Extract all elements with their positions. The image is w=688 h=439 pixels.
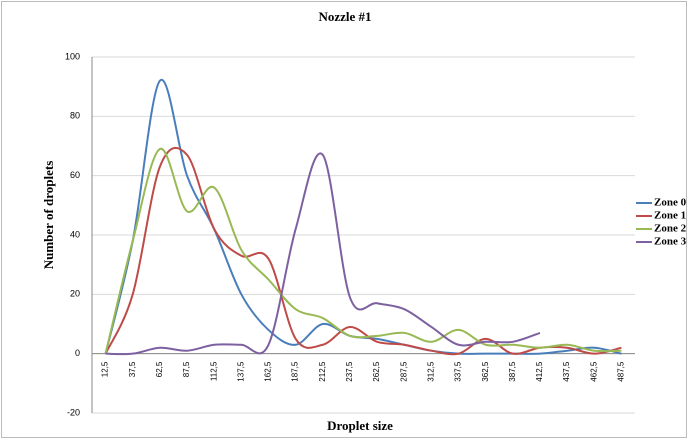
legend-label: Zone 1 <box>654 210 686 222</box>
y-tick-label: 0 <box>75 348 80 358</box>
x-tick-label: 87,5 <box>182 361 191 377</box>
x-tick-label: 262,5 <box>372 361 381 382</box>
x-tick-label: 62,5 <box>155 361 164 377</box>
chart-title: Nozzle #1 <box>318 9 371 24</box>
x-tick-label: 487,5 <box>617 361 626 382</box>
x-tick-label: 37,5 <box>128 361 137 377</box>
x-tick-label: 412,5 <box>535 361 544 382</box>
y-tick-label: 40 <box>70 229 80 239</box>
x-tick-label: 312,5 <box>426 361 435 382</box>
x-tick-label: 212,5 <box>318 361 327 382</box>
y-axis-label: Number of droplets <box>41 161 56 270</box>
y-tick-label: 100 <box>65 51 80 61</box>
x-tick-label: 387,5 <box>508 361 517 382</box>
x-tick-label: 287,5 <box>399 361 408 382</box>
legend-label: Zone 2 <box>654 223 687 235</box>
x-tick-label: 462,5 <box>589 361 598 382</box>
x-tick-label: 162,5 <box>264 361 273 382</box>
legend-label: Zone 3 <box>654 236 687 248</box>
y-tick-label: -20 <box>67 407 80 417</box>
x-tick-label: 362,5 <box>481 361 490 382</box>
y-tick-label: 20 <box>70 289 80 299</box>
series-line <box>104 147 622 354</box>
x-tick-label: 187,5 <box>291 361 300 382</box>
series-line <box>104 146 622 356</box>
y-tick-label: 60 <box>70 170 80 180</box>
x-tick-label: 237,5 <box>345 361 354 382</box>
x-tick-label: 137,5 <box>236 361 245 382</box>
legend-label: Zone 0 <box>654 197 687 209</box>
x-tick-label: 112,5 <box>209 361 218 381</box>
y-tick-label: 80 <box>70 111 80 121</box>
x-tick-label: 337,5 <box>454 361 463 382</box>
series-line <box>105 152 541 356</box>
x-tick-label: 437,5 <box>562 361 571 382</box>
x-axis-label: Droplet size <box>327 418 393 433</box>
x-tick-label: 12,5 <box>101 361 110 377</box>
